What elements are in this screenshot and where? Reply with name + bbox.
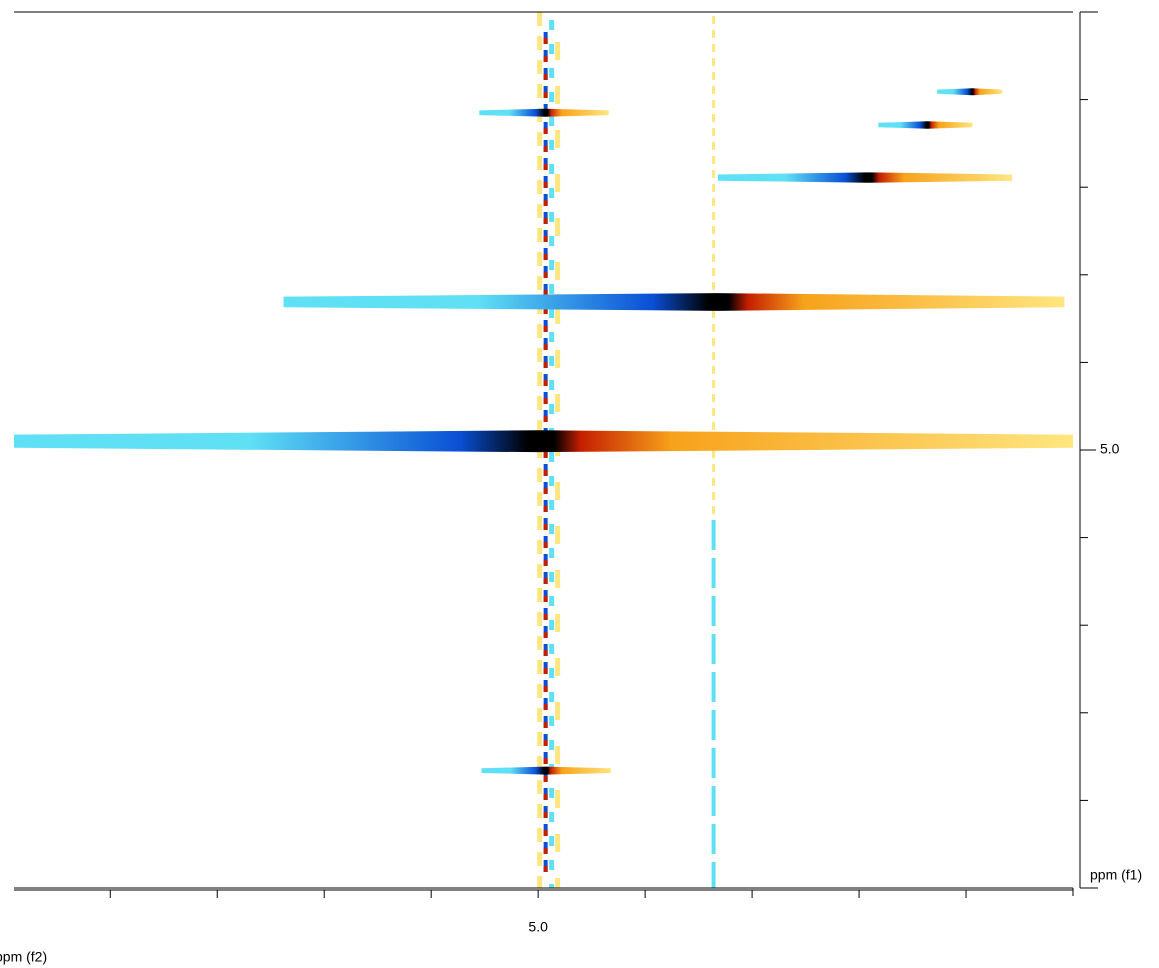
peak: [283, 293, 1065, 311]
x-axis-label: ppm (f2): [0, 949, 47, 965]
x-tick-label: 5.0: [528, 919, 548, 935]
peak: [937, 88, 1003, 96]
y-tick-label: 5.0: [1100, 441, 1120, 457]
y-axis-label: ppm (f1): [1090, 867, 1142, 883]
peak: [14, 430, 1073, 453]
peak: [479, 108, 609, 117]
peak: [717, 172, 1013, 183]
peak: [878, 121, 973, 129]
peak: [481, 766, 611, 775]
